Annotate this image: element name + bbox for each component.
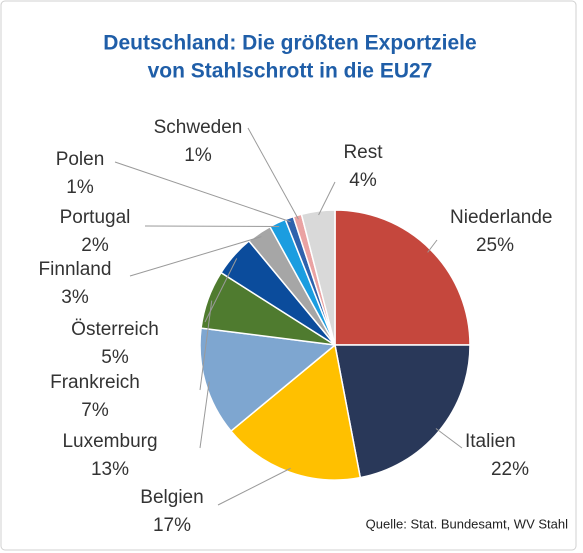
chart-title: Deutschland: Die größten Exportziele bbox=[103, 32, 476, 55]
leader-line bbox=[427, 239, 438, 253]
chart-title: von Stahlschrott in die EU27 bbox=[148, 60, 433, 83]
leader-line bbox=[318, 181, 336, 216]
pie-slice bbox=[229, 343, 362, 481]
slice-label: Österreich bbox=[71, 319, 159, 340]
slice-value-label: 5% bbox=[101, 347, 129, 368]
leader-line bbox=[114, 161, 291, 223]
slice-label: Luxemburg bbox=[62, 431, 157, 452]
leader-line bbox=[129, 236, 262, 277]
slice-value-label: 2% bbox=[81, 235, 109, 256]
slice-value-label: 25% bbox=[476, 235, 514, 256]
slice-value-label: 17% bbox=[153, 515, 191, 536]
pie-slice bbox=[334, 209, 471, 346]
slice-label: Portugal bbox=[60, 207, 131, 228]
leader-line bbox=[199, 300, 213, 391]
pie-slice bbox=[199, 327, 337, 433]
slice-value-label: 3% bbox=[61, 287, 89, 308]
slice-label: Schweden bbox=[154, 117, 243, 138]
slice-label: Finnland bbox=[39, 259, 112, 280]
leader-line bbox=[199, 381, 210, 449]
slice-value-label: 7% bbox=[81, 400, 109, 421]
slice-label: Rest bbox=[343, 142, 383, 163]
slice-value-label: 22% bbox=[491, 459, 529, 480]
slice-label: Polen bbox=[56, 149, 105, 170]
slice-label: Italien bbox=[465, 431, 516, 452]
leader-line bbox=[247, 127, 299, 220]
leader-line bbox=[217, 467, 291, 506]
slice-label: Frankreich bbox=[50, 372, 140, 393]
leader-line bbox=[204, 258, 238, 323]
source-note: Quelle: Stat. Bundesamt, WV Stahl bbox=[366, 516, 568, 531]
slice-value-label: 13% bbox=[91, 459, 129, 480]
slice-value-label: 4% bbox=[349, 170, 377, 191]
leader-line bbox=[435, 428, 463, 449]
slice-label: Niederlande bbox=[450, 207, 552, 228]
pie-slice bbox=[300, 209, 336, 346]
slice-value-label: 1% bbox=[66, 177, 94, 198]
slice-label: Belgien bbox=[140, 487, 203, 508]
slice-value-label: 1% bbox=[184, 145, 212, 166]
